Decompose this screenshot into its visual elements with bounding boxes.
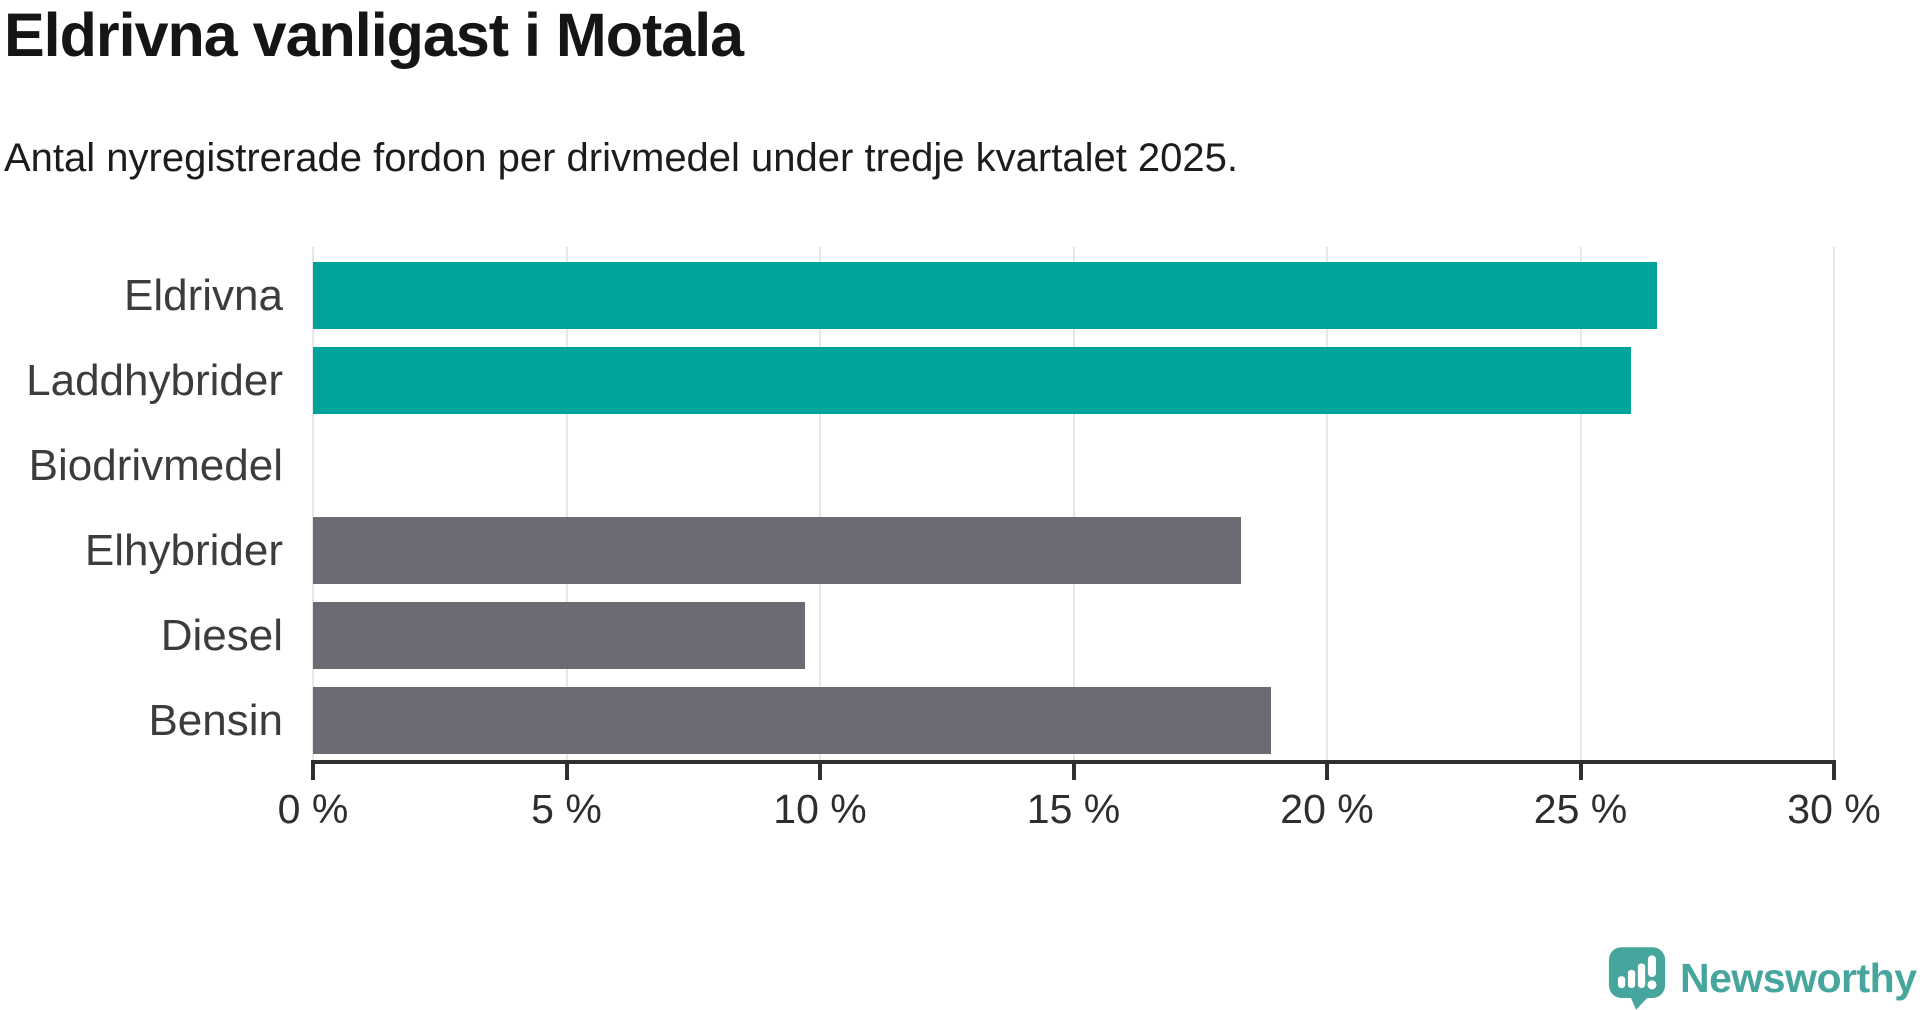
x-axis-tick-label-20: 20 % (1280, 786, 1374, 832)
newsworthy-speech-bubble-chart-icon (1608, 947, 1666, 1010)
gridline-25 (1579, 247, 1582, 760)
bar-laddhybrider (313, 347, 1632, 414)
gridline-10 (819, 247, 821, 760)
gridline-15 (1072, 247, 1075, 760)
bar-bensin (313, 687, 1272, 754)
x-axis-tick-15 (1071, 764, 1076, 780)
x-axis-tick-0 (311, 764, 315, 780)
x-axis-line (311, 760, 1836, 764)
bar-elhybrider (313, 517, 1241, 584)
x-axis-tick-label-15: 15 % (1026, 786, 1121, 832)
x-axis-tick-25 (1578, 764, 1583, 780)
gridline-0 (312, 247, 314, 760)
category-label-biodrivmedel: Biodrivmedel (28, 441, 283, 490)
chart-subtitle: Antal nyregistrerade fordon per drivmede… (4, 136, 1239, 180)
x-axis-tick-10 (818, 764, 822, 780)
gridline-20 (1326, 247, 1328, 760)
category-label-eldrivna: Eldrivna (124, 271, 283, 320)
category-label-laddhybrider: Laddhybrider (26, 356, 283, 405)
x-axis-tick-label-0: 0 % (277, 786, 349, 832)
gridline-5 (565, 247, 568, 760)
bar-eldrivna (313, 262, 1657, 329)
category-label-bensin: Bensin (148, 696, 283, 745)
brand-name: Newsworthy (1680, 954, 1917, 1001)
category-label-elhybrider: Elhybrider (84, 526, 283, 575)
chart-title: Eldrivna vanligast i Motala (4, 1, 744, 69)
x-axis-tick-20 (1325, 764, 1329, 780)
x-axis-tick-label-25: 25 % (1533, 786, 1628, 832)
x-axis-tick-label-10: 10 % (773, 786, 867, 832)
category-label-diesel: Diesel (160, 611, 283, 660)
bar-diesel (313, 602, 805, 669)
x-axis-tick-label-5: 5 % (531, 786, 602, 832)
x-axis-tick-30 (1832, 764, 1836, 780)
brand-footer: Newsworthy (1608, 946, 1917, 1010)
x-axis-tick-5 (564, 764, 569, 780)
x-axis-tick-label-30: 30 % (1787, 786, 1881, 832)
gridline-30 (1833, 247, 1835, 760)
